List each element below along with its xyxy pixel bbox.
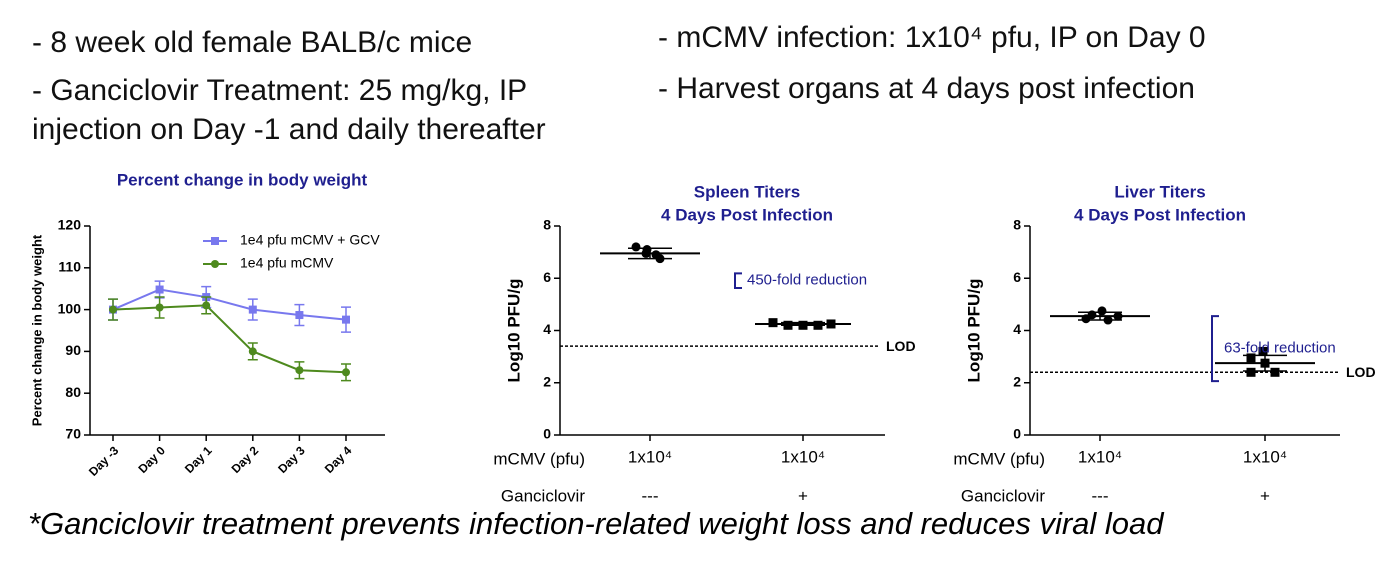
marker [1113, 311, 1123, 321]
marker [155, 285, 164, 294]
category-label: 1x10⁴ [1243, 447, 1287, 466]
y-tick-label: 110 [58, 259, 81, 275]
marker [342, 315, 350, 324]
marker [155, 303, 164, 312]
y-tick-label: 8 [1013, 217, 1021, 233]
row-label: Ganciclovir [501, 486, 585, 505]
x-tick-label: Day 2 [229, 443, 262, 476]
y-tick-label: 100 [58, 300, 82, 316]
marker [211, 237, 219, 245]
treatment-label: --- [1092, 486, 1109, 505]
bracket [734, 272, 742, 289]
bullet: - Ganciclovir Treatment: 25 mg/kg, IP [32, 74, 527, 107]
conclusion: *Ganciclovir treatment prevents infectio… [28, 506, 1165, 541]
marker [768, 318, 778, 328]
marker [342, 368, 350, 377]
x-tick-label: Day 1 [182, 443, 215, 476]
marker [813, 320, 823, 330]
y-tick-label: 4 [1013, 321, 1021, 337]
marker [211, 260, 219, 268]
annotation: 63-fold reduction [1224, 340, 1336, 357]
bullet: - 8 week old female BALB/c mice [32, 26, 472, 59]
y-tick-label: 6 [1013, 269, 1021, 285]
y-tick-label: 6 [543, 269, 551, 285]
chart-title: 4 Days Post Infection [1074, 205, 1246, 224]
treatment-label: --- [642, 486, 659, 505]
category-label: 1x10⁴ [781, 447, 825, 466]
marker [248, 305, 257, 314]
y-tick-label: 90 [65, 342, 81, 358]
marker [1103, 315, 1113, 325]
y-tick-label: 80 [65, 384, 81, 400]
y-axis-label: Percent change in body weight [29, 234, 44, 426]
y-tick-label: 0 [1013, 426, 1021, 442]
bracket [1211, 315, 1219, 383]
x-tick-label: Day 4 [322, 443, 355, 476]
legend-label: 1e4 pfu mCMV [240, 255, 334, 271]
y-tick-label: 8 [543, 217, 551, 233]
series-line [112, 304, 347, 374]
marker [109, 305, 117, 314]
marker [1260, 358, 1270, 368]
marker [631, 242, 641, 252]
chart-title: Liver Titers [1114, 182, 1205, 201]
marker [1081, 314, 1091, 324]
marker [798, 320, 808, 330]
bullet: - Harvest organs at 4 days post infectio… [658, 72, 1195, 105]
series-line [112, 288, 347, 321]
chart-title: 4 Days Post Infection [661, 205, 833, 224]
row-label: mCMV (pfu) [953, 449, 1045, 468]
chart-title: Percent change in body weight [117, 170, 368, 189]
treatment-label: + [798, 486, 808, 505]
y-axis-label: Log10 PFU/g [964, 279, 983, 383]
category-label: 1x10⁴ [1078, 447, 1122, 466]
marker [248, 347, 257, 356]
annotation: 450-fold reduction [747, 272, 867, 289]
marker [1097, 306, 1107, 316]
treatment-label: + [1260, 486, 1270, 505]
category-label: 1x10⁴ [628, 447, 672, 466]
x-tick-label: Day 0 [135, 443, 168, 476]
y-tick-label: 2 [1013, 373, 1021, 389]
marker [655, 254, 665, 264]
y-axis-label: Log10 PFU/g [504, 279, 523, 383]
x-tick-label: Day 3 [275, 443, 308, 476]
y-tick-label: 4 [543, 321, 551, 337]
y-tick-label: 0 [543, 426, 551, 442]
legend-label: 1e4 pfu mCMV + GCV [240, 232, 380, 248]
marker [295, 311, 304, 320]
row-label: Ganciclovir [961, 486, 1045, 505]
marker [826, 319, 836, 329]
y-tick-label: 70 [65, 426, 81, 442]
marker [1246, 353, 1256, 363]
lod-label: LOD [1346, 364, 1376, 380]
marker [783, 320, 793, 330]
x-tick-label: Day -3 [86, 443, 122, 479]
marker [295, 366, 304, 375]
marker [1258, 346, 1268, 356]
y-tick-label: 2 [543, 373, 551, 389]
lod-label: LOD [886, 338, 916, 354]
bullet: injection on Day -1 and daily thereafter [32, 113, 546, 146]
y-tick-label: 120 [58, 217, 82, 233]
marker [202, 301, 211, 310]
bullet: - mCMV infection: 1x10⁴ pfu, IP on Day 0 [658, 21, 1206, 54]
marker [641, 248, 651, 258]
chart-title: Spleen Titers [694, 182, 800, 201]
row-label: mCMV (pfu) [493, 449, 585, 468]
